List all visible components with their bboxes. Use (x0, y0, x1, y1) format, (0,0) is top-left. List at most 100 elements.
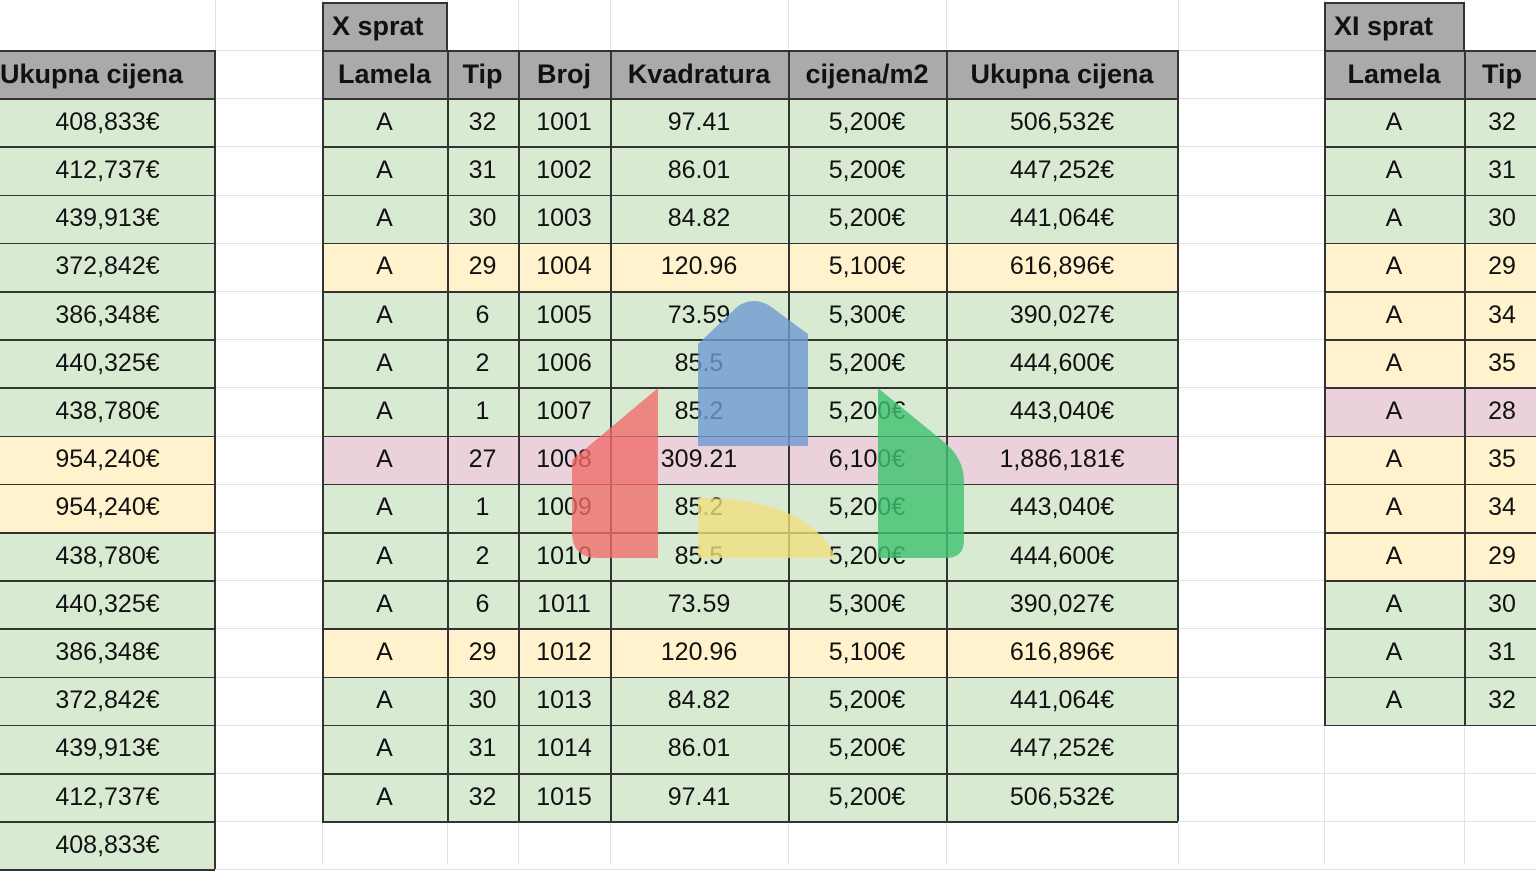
x-header-kvadratura[interactable]: Kvadratura (610, 50, 788, 99)
x-cell-lamela[interactable]: A (322, 580, 447, 629)
xi-cell-tip[interactable]: 34 (1464, 483, 1536, 532)
x-cell-ukupna-cijena[interactable]: 443,040€ (946, 483, 1178, 532)
x-cell-tip[interactable]: 31 (447, 724, 518, 773)
x-cell-kvadratura[interactable]: 86.01 (610, 724, 788, 773)
xi-cell-lamela[interactable]: A (1324, 242, 1464, 291)
x-cell-cijena-m2[interactable]: 5,100€ (788, 242, 946, 291)
x-header-lamela[interactable]: Lamela (322, 50, 447, 99)
xi-cell-tip[interactable]: 35 (1464, 339, 1536, 388)
x-cell-broj[interactable]: 1002 (518, 146, 610, 195)
x-cell-ukupna-cijena[interactable]: 506,532€ (946, 773, 1178, 822)
x-cell-tip[interactable]: 27 (447, 435, 518, 484)
x-cell-kvadratura[interactable]: 97.41 (610, 773, 788, 822)
x-cell-kvadratura[interactable]: 120.96 (610, 242, 788, 291)
x-cell-cijena-m2[interactable]: 5,200€ (788, 339, 946, 388)
x-cell-tip[interactable]: 29 (447, 242, 518, 291)
left-cell-ukupna-cijena[interactable]: 439,913€ (0, 724, 215, 773)
x-cell-tip[interactable]: 1 (447, 387, 518, 436)
x-header-tip[interactable]: Tip (447, 50, 518, 99)
x-cell-ukupna-cijena[interactable]: 444,600€ (946, 532, 1178, 581)
x-cell-ukupna-cijena[interactable]: 616,896€ (946, 242, 1178, 291)
x-cell-lamela[interactable]: A (322, 483, 447, 532)
x-cell-lamela[interactable]: A (322, 387, 447, 436)
left-cell-ukupna-cijena[interactable]: 386,348€ (0, 291, 215, 340)
x-cell-ukupna-cijena[interactable]: 441,064€ (946, 676, 1178, 725)
left-header-ukupna-cijena[interactable]: Ukupna cijena (0, 50, 215, 99)
x-cell-ukupna-cijena[interactable]: 506,532€ (946, 98, 1178, 147)
xi-cell-tip[interactable]: 31 (1464, 146, 1536, 195)
xi-cell-lamela[interactable]: A (1324, 483, 1464, 532)
x-cell-tip[interactable]: 6 (447, 580, 518, 629)
xi-cell-lamela[interactable]: A (1324, 291, 1464, 340)
x-cell-broj[interactable]: 1015 (518, 773, 610, 822)
xi-cell-lamela[interactable]: A (1324, 435, 1464, 484)
x-cell-cijena-m2[interactable]: 5,200€ (788, 146, 946, 195)
left-cell-ukupna-cijena[interactable]: 440,325€ (0, 580, 215, 629)
x-cell-kvadratura[interactable]: 120.96 (610, 628, 788, 677)
x-cell-kvadratura[interactable]: 73.59 (610, 580, 788, 629)
x-cell-lamela[interactable]: A (322, 628, 447, 677)
x-cell-tip[interactable]: 6 (447, 291, 518, 340)
xi-header-lamela[interactable]: Lamela (1324, 50, 1464, 99)
x-sprat-title[interactable]: X sprat (322, 2, 447, 50)
x-cell-ukupna-cijena[interactable]: 441,064€ (946, 194, 1178, 243)
xi-cell-tip[interactable]: 31 (1464, 628, 1536, 677)
left-cell-ukupna-cijena[interactable]: 954,240€ (0, 435, 215, 484)
x-cell-ukupna-cijena[interactable]: 616,896€ (946, 628, 1178, 677)
x-cell-lamela[interactable]: A (322, 194, 447, 243)
x-cell-cijena-m2[interactable]: 5,200€ (788, 773, 946, 822)
x-cell-lamela[interactable]: A (322, 98, 447, 147)
x-cell-kvadratura[interactable]: 84.82 (610, 194, 788, 243)
x-cell-tip[interactable]: 32 (447, 98, 518, 147)
left-cell-ukupna-cijena[interactable]: 440,325€ (0, 339, 215, 388)
x-cell-tip[interactable]: 30 (447, 676, 518, 725)
x-cell-broj[interactable]: 1011 (518, 580, 610, 629)
x-header-ukupna-cijena[interactable]: Ukupna cijena (946, 50, 1178, 99)
x-header-broj[interactable]: Broj (518, 50, 610, 99)
x-cell-lamela[interactable]: A (322, 339, 447, 388)
xi-header-tip[interactable]: Tip (1464, 50, 1536, 99)
left-cell-ukupna-cijena[interactable]: 438,780€ (0, 387, 215, 436)
x-cell-lamela[interactable]: A (322, 532, 447, 581)
x-cell-broj[interactable]: 1004 (518, 242, 610, 291)
xi-cell-tip[interactable]: 28 (1464, 387, 1536, 436)
xi-cell-tip[interactable]: 35 (1464, 435, 1536, 484)
x-cell-tip[interactable]: 32 (447, 773, 518, 822)
xi-cell-tip[interactable]: 30 (1464, 580, 1536, 629)
xi-cell-tip[interactable]: 32 (1464, 676, 1536, 725)
x-cell-kvadratura[interactable]: 97.41 (610, 98, 788, 147)
x-cell-broj[interactable]: 1005 (518, 291, 610, 340)
left-cell-ukupna-cijena[interactable]: 408,833€ (0, 821, 215, 870)
xi-cell-tip[interactable]: 34 (1464, 291, 1536, 340)
x-cell-cijena-m2[interactable]: 5,100€ (788, 628, 946, 677)
x-cell-lamela[interactable]: A (322, 291, 447, 340)
x-cell-cijena-m2[interactable]: 5,200€ (788, 724, 946, 773)
x-cell-broj[interactable]: 1013 (518, 676, 610, 725)
x-header-cijena-m2[interactable]: cijena/m2 (788, 50, 946, 99)
xi-cell-tip[interactable]: 30 (1464, 194, 1536, 243)
x-cell-kvadratura[interactable]: 84.82 (610, 676, 788, 725)
x-cell-broj[interactable]: 1001 (518, 98, 610, 147)
left-cell-ukupna-cijena[interactable]: 412,737€ (0, 146, 215, 195)
left-cell-ukupna-cijena[interactable]: 438,780€ (0, 532, 215, 581)
xi-cell-lamela[interactable]: A (1324, 580, 1464, 629)
xi-cell-tip[interactable]: 29 (1464, 242, 1536, 291)
x-cell-ukupna-cijena[interactable]: 390,027€ (946, 291, 1178, 340)
xi-cell-lamela[interactable]: A (1324, 339, 1464, 388)
x-cell-ukupna-cijena[interactable]: 444,600€ (946, 339, 1178, 388)
x-cell-ukupna-cijena[interactable]: 390,027€ (946, 580, 1178, 629)
x-cell-lamela[interactable]: A (322, 146, 447, 195)
x-cell-cijena-m2[interactable]: 5,300€ (788, 291, 946, 340)
x-cell-ukupna-cijena[interactable]: 443,040€ (946, 387, 1178, 436)
x-cell-broj[interactable]: 1014 (518, 724, 610, 773)
x-cell-broj[interactable]: 1007 (518, 387, 610, 436)
x-cell-tip[interactable]: 1 (447, 483, 518, 532)
x-cell-ukupna-cijena[interactable]: 447,252€ (946, 724, 1178, 773)
xi-cell-lamela[interactable]: A (1324, 146, 1464, 195)
x-cell-tip[interactable]: 2 (447, 339, 518, 388)
x-cell-tip[interactable]: 2 (447, 532, 518, 581)
x-cell-lamela[interactable]: A (322, 676, 447, 725)
left-cell-ukupna-cijena[interactable]: 372,842€ (0, 676, 215, 725)
xi-cell-lamela[interactable]: A (1324, 676, 1464, 725)
left-cell-ukupna-cijena[interactable]: 412,737€ (0, 773, 215, 822)
